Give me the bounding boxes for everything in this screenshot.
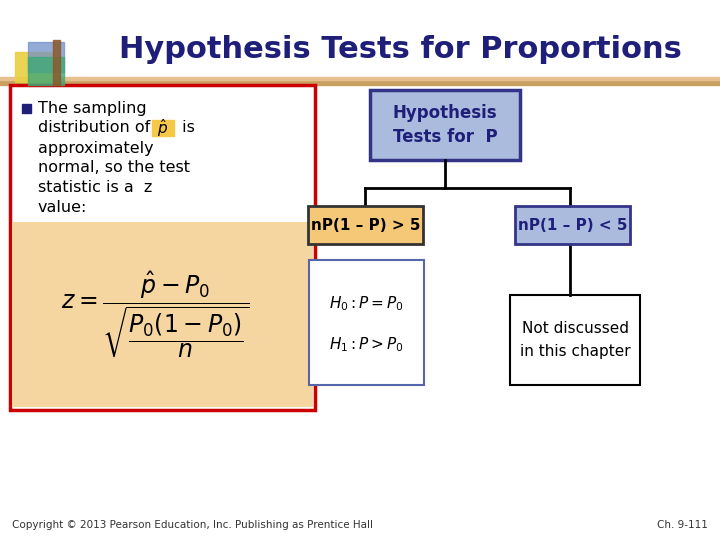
Text: $H_1 : P > P_0$: $H_1 : P > P_0$ bbox=[329, 336, 404, 354]
Bar bbox=[0, 0, 720, 80]
Text: $z = \dfrac{\hat{p} - P_0}{\sqrt{\dfrac{P_0(1-P_0)}{n}}}$: $z = \dfrac{\hat{p} - P_0}{\sqrt{\dfrac{… bbox=[60, 270, 249, 360]
Bar bbox=[15, 52, 53, 82]
Text: distribution of: distribution of bbox=[38, 120, 150, 136]
Text: The sampling: The sampling bbox=[38, 100, 147, 116]
Text: nP(1 – P) < 5: nP(1 – P) < 5 bbox=[518, 218, 627, 233]
Bar bbox=[22, 104, 31, 113]
Bar bbox=[0, 80, 720, 85]
Bar bbox=[0, 77, 720, 80]
Bar bbox=[152, 120, 174, 136]
Bar bbox=[510, 295, 640, 385]
Text: value:: value: bbox=[38, 200, 87, 215]
Text: approximately: approximately bbox=[38, 140, 153, 156]
Bar bbox=[515, 206, 630, 244]
Bar bbox=[53, 40, 60, 85]
Text: Not discussed
in this chapter: Not discussed in this chapter bbox=[520, 321, 630, 359]
Text: statistic is a  z: statistic is a z bbox=[38, 180, 153, 195]
Bar bbox=[10, 85, 315, 410]
Text: is: is bbox=[177, 120, 195, 136]
Bar bbox=[370, 90, 520, 160]
Bar bbox=[28, 42, 64, 72]
Text: Hypothesis Tests for Proportions: Hypothesis Tests for Proportions bbox=[119, 36, 681, 64]
Text: Ch. 9-111: Ch. 9-111 bbox=[657, 520, 708, 530]
Text: nP(1 – P) > 5: nP(1 – P) > 5 bbox=[311, 218, 420, 233]
Bar bbox=[28, 57, 64, 85]
Text: Copyright © 2013 Pearson Education, Inc. Publishing as Prentice Hall: Copyright © 2013 Pearson Education, Inc.… bbox=[12, 520, 373, 530]
Text: normal, so the test: normal, so the test bbox=[38, 160, 190, 176]
Text: Hypothesis
Tests for  P: Hypothesis Tests for P bbox=[392, 104, 498, 146]
Text: $H_0 : P = P_0$: $H_0 : P = P_0$ bbox=[329, 294, 404, 313]
Bar bbox=[12, 222, 313, 407]
Bar bbox=[308, 206, 423, 244]
Text: $\hat{p}$: $\hat{p}$ bbox=[158, 117, 168, 139]
Bar bbox=[309, 260, 424, 385]
